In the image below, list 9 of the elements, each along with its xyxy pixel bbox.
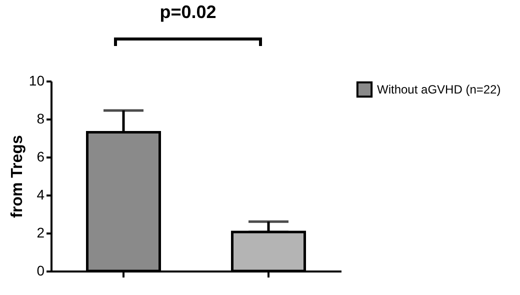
y-tick-label: 4 bbox=[36, 186, 45, 202]
y-tick-label: 8 bbox=[36, 110, 45, 126]
y-axis-title: from Tregs bbox=[8, 135, 26, 218]
y-tick-label: 10 bbox=[28, 72, 45, 88]
y-tick-label: 0 bbox=[36, 262, 45, 278]
legend-label: Without aGVHD (n=22) bbox=[377, 82, 501, 96]
y-tick-label: 2 bbox=[36, 224, 45, 240]
text: p=0.02 bbox=[158, 2, 218, 23]
y-tick-label: 6 bbox=[36, 148, 45, 164]
